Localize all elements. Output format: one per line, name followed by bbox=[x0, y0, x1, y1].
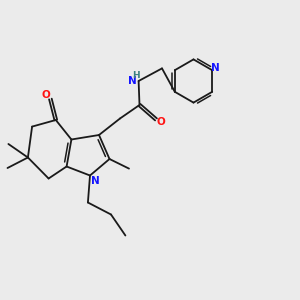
Text: O: O bbox=[156, 117, 165, 128]
Text: N: N bbox=[128, 76, 136, 86]
Text: N: N bbox=[212, 63, 220, 73]
Text: H: H bbox=[132, 71, 140, 80]
Text: N: N bbox=[91, 176, 100, 187]
Text: O: O bbox=[41, 90, 50, 100]
